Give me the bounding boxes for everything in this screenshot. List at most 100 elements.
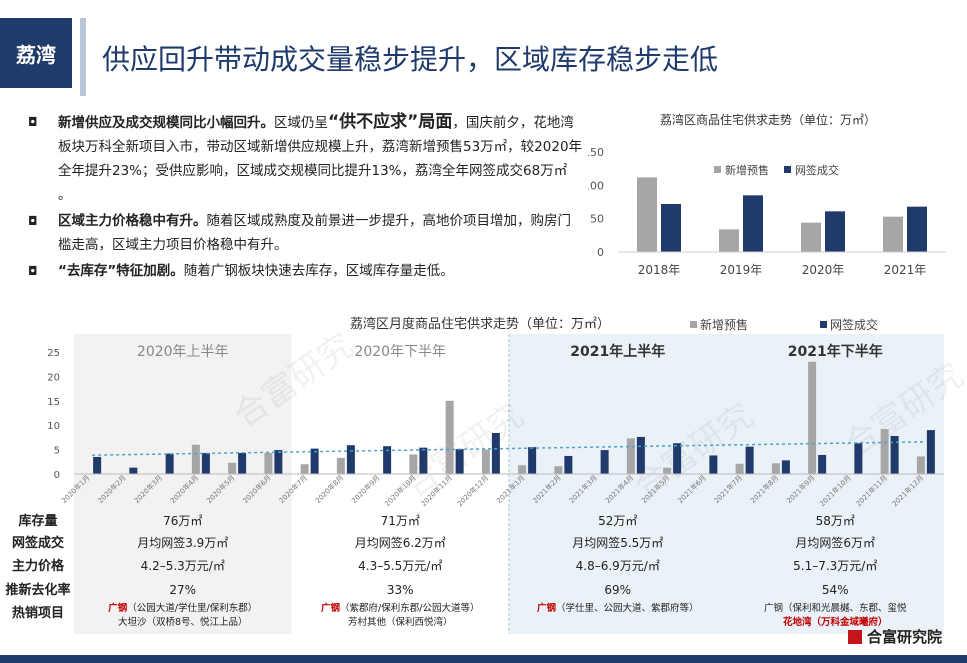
title-divider	[80, 18, 86, 96]
table-cell: 33%	[387, 583, 414, 597]
legend-swatch-deal	[784, 166, 791, 173]
bar-deal	[383, 446, 392, 474]
bar-deal	[661, 204, 681, 252]
y-tick-label: 15	[47, 397, 60, 408]
bullet-heading: 区域主力价格稳中有升。	[58, 213, 207, 229]
table-cell: 月均网签3.9万㎡	[137, 535, 228, 550]
bar-deal	[129, 467, 138, 474]
table-cell: 月均网签5.5万㎡	[572, 535, 663, 550]
period-label: 2021年下半年	[788, 343, 883, 360]
hot-project-text: （公园大道/学仕里/保利东郡）	[127, 602, 257, 614]
bar-supply	[228, 462, 237, 474]
x-tick-label: 2019年	[720, 263, 763, 277]
region-tab: 荔湾	[0, 18, 72, 88]
table-cell: 58万㎡	[816, 514, 855, 528]
bar-deal	[709, 455, 718, 474]
hot-project-text: （紫郡府/保利东郡/公园大道等）	[340, 602, 479, 614]
bar-deal	[636, 436, 645, 474]
table-cell: 5.1–7.3万元/㎡	[793, 559, 877, 573]
x-tick-label: 2020年	[802, 263, 845, 277]
legend-swatch-supply	[714, 166, 721, 173]
table-cell-hot: 广钢（紫郡府/保利东郡/公园大道等）	[321, 602, 479, 614]
bar-deal	[455, 449, 464, 474]
bullet-list: ◘ 新增供应及成交规模同比小幅回升。区域仍呈“供不应求”局面，国庆前夕，花地湾板…	[28, 110, 583, 285]
y-tick-label: 0	[597, 246, 604, 259]
table-column-background	[726, 508, 944, 634]
table-cell-hot: 花地湾（万科金域曦府）	[783, 616, 888, 628]
brand-name: 合富研究院	[867, 628, 943, 646]
table-cell: 4.3–5.5万元/㎡	[358, 559, 442, 573]
y-tick-label: 20	[47, 372, 60, 383]
table-column-background	[509, 508, 727, 634]
y-tick-label: 150	[588, 146, 604, 159]
table-cell: 4.2–5.3万元/㎡	[141, 559, 225, 573]
bar-supply	[445, 400, 454, 474]
hot-project-highlight: 广钢	[321, 602, 341, 614]
row-header: 库存量	[18, 513, 57, 529]
bar-deal	[528, 447, 537, 474]
y-tick-label: 10	[47, 421, 60, 432]
table-cell: 76万㎡	[163, 514, 202, 528]
bar-supply	[300, 464, 309, 474]
legend-label-supply: 新增预售	[700, 317, 748, 332]
bar-supply	[481, 449, 490, 474]
chart-title: 荔湾区商品住宅供求走势（单位：万㎡）	[660, 112, 876, 127]
bar-supply	[626, 438, 635, 474]
bar-supply	[880, 429, 889, 474]
bullet-icon: ◘	[28, 115, 38, 129]
y-tick-label: 5	[54, 446, 60, 457]
bar-deal	[346, 445, 355, 474]
table-cell-hot: 芳村其他（保利西悦湾）	[348, 616, 453, 628]
period-background	[726, 334, 944, 510]
y-tick-label: 0	[54, 470, 60, 481]
hot-project-text: （学仕里、公园大道、紫郡府等）	[556, 602, 699, 614]
bullet-item: ◘ “去库存”特征加剧。随着广钢板块快速去库存，区域库存量走低。	[28, 259, 583, 283]
bar-supply	[883, 216, 903, 252]
bar-deal	[93, 456, 102, 474]
y-tick-label: 100	[588, 179, 604, 192]
bar-deal	[745, 446, 754, 474]
legend-swatch-supply	[690, 321, 697, 328]
bar-deal	[600, 450, 609, 474]
bar-deal	[818, 454, 827, 474]
bar-supply	[801, 222, 821, 252]
bullet-icon: ◘	[28, 264, 38, 278]
bar-deal	[907, 206, 927, 252]
bar-deal	[165, 453, 174, 474]
bar-supply	[735, 463, 744, 474]
row-header: 热销项目	[12, 605, 64, 621]
bar-deal	[781, 460, 790, 474]
table-cell: 71万㎡	[381, 514, 420, 528]
table-cell: 月均网签6万㎡	[795, 535, 875, 550]
bar-supply	[336, 457, 345, 474]
bar-deal	[854, 443, 863, 474]
period-label: 2021年上半年	[570, 343, 665, 360]
bar-deal	[274, 450, 283, 474]
period-background	[74, 334, 292, 510]
bullet-heading: “去库存”特征加剧。	[58, 263, 184, 279]
bar-supply	[518, 465, 527, 474]
bar-deal	[419, 447, 428, 474]
table-column-background	[74, 508, 292, 634]
bar-deal	[890, 435, 899, 474]
hot-project-highlight: 广钢	[108, 602, 128, 614]
bar-supply	[554, 466, 563, 474]
bar-supply	[637, 177, 657, 252]
legend-swatch-deal	[820, 321, 827, 328]
bar-supply	[808, 361, 817, 474]
x-tick-label: 2021年	[884, 263, 927, 277]
row-header: 推新去化率	[5, 582, 70, 598]
bullet-text: 随着区域成熟度及前景进一步提升，高地价项目增加，购房门槛走高，区域主力项目价格稳…	[58, 213, 571, 253]
bar-supply	[916, 456, 925, 474]
bar-deal	[201, 453, 210, 474]
bullet-text: ，国庆前夕，花地湾板块万科全新项目入市，带动区域新增供应规模上升，荔湾新增预售5…	[58, 115, 583, 203]
trend-line	[92, 441, 926, 456]
bar-deal	[673, 443, 682, 474]
table-column-background	[291, 508, 509, 634]
legend-label-deal: 网签成交	[830, 317, 878, 332]
bar-supply	[264, 453, 273, 474]
bullet-item: ◘ 区域主力价格稳中有升。随着区域成熟度及前景进一步提升，高地价项目增加，购房门…	[28, 209, 583, 257]
annual-chart: 荔湾区商品住宅供求走势（单位：万㎡） 0 50 100 150 2018年 2019年 202…	[588, 112, 946, 277]
bullet-heading: 新增供应及成交规模同比小幅回升。	[58, 115, 274, 131]
